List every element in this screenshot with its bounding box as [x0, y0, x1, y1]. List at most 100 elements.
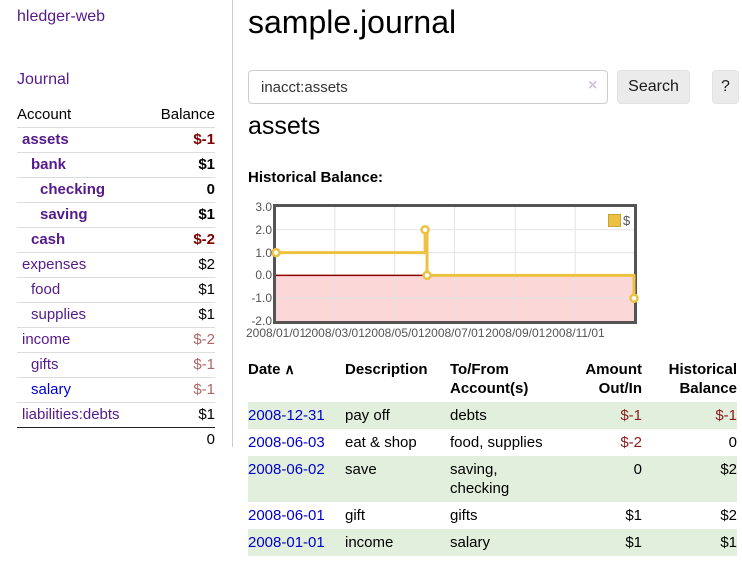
transaction-amount: 0	[633, 461, 642, 478]
transaction-description: income	[345, 534, 394, 551]
register-table: Date ∧ Description To/From Account(s) Amo…	[248, 356, 737, 556]
help-button[interactable]: ?	[712, 70, 739, 104]
accounts-total-value: 0	[206, 431, 215, 448]
data-point-marker	[422, 270, 432, 281]
account-link[interactable]: checking	[40, 181, 106, 198]
sidebar-item-journal[interactable]: Journal	[17, 71, 70, 88]
account-link[interactable]: expenses	[22, 256, 87, 273]
account-link[interactable]: liabilities:debts	[22, 406, 120, 423]
x-tick-label: 2008/01/01	[245, 326, 307, 340]
search-input[interactable]	[248, 70, 608, 104]
register-header-amount: Amount Out/In	[585, 361, 642, 397]
account-balance: $1	[198, 406, 215, 423]
register-header-description: Description	[345, 361, 428, 378]
account-row: bank $1	[17, 152, 215, 178]
transaction-accounts: gifts	[450, 507, 478, 524]
account-row: checking 0	[17, 177, 215, 203]
x-tick-label: 2008/03/01	[304, 326, 365, 340]
accounts-rows: assets $-1 bank $1 checking 0 saving $1 cash $-2 e…	[17, 127, 215, 428]
account-row: assets $-1	[17, 127, 215, 153]
transaction-accounts: salary	[450, 534, 491, 551]
account-row: food $1	[17, 277, 215, 303]
transaction-date-cell: 2008-06-03	[248, 429, 345, 456]
clear-search-icon[interactable]: ×	[588, 77, 598, 94]
account-cell: food	[17, 278, 147, 303]
x-tick-label: 2008/05/01	[364, 326, 425, 340]
transaction-date-link[interactable]: 2008-06-01	[248, 507, 325, 524]
account-cell: gifts	[17, 353, 147, 378]
account-link[interactable]: bank	[31, 156, 67, 173]
transaction-accounts: food, supplies	[450, 434, 543, 451]
account-link[interactable]: cash	[31, 231, 66, 248]
search-button[interactable]: Search	[617, 70, 690, 104]
legend-swatch-icon	[608, 214, 621, 227]
y-tick-label: 1.0	[255, 245, 272, 260]
account-row: supplies $1	[17, 302, 215, 328]
transaction-row[interactable]: 2008-06-03 eat & shop food, supplies $-2 0	[248, 429, 737, 456]
transaction-row[interactable]: 2008-06-01 gift gifts $1 $2	[248, 502, 737, 529]
account-cell: expenses	[17, 253, 147, 278]
accounts-table: Account Balance assets $-1 bank $1 checking 0…	[17, 103, 215, 452]
account-cell: supplies	[17, 303, 147, 328]
account-cell: liabilities:debts	[17, 403, 147, 428]
transaction-date-cell: 2008-06-02	[248, 456, 345, 502]
account-link[interactable]: saving	[40, 206, 88, 223]
accounts-header-account: Account	[17, 106, 72, 123]
account-link[interactable]: assets	[22, 131, 69, 148]
search-form: × Search ?	[248, 70, 742, 104]
transaction-balance: $2	[720, 461, 737, 478]
account-row: income $-2	[17, 327, 215, 353]
account-row: saving $1	[17, 202, 215, 228]
transaction-amount: $1	[625, 507, 642, 524]
register-header-balance: Historical Balance	[668, 361, 737, 397]
transaction-amount: $-2	[620, 434, 642, 451]
account-balance: $1	[198, 206, 215, 223]
account-link[interactable]: income	[22, 331, 71, 348]
x-tick-label: 2008/09/01	[485, 326, 546, 340]
transaction-row[interactable]: 2008-01-01 income salary $1 $1	[248, 529, 737, 556]
register-header-date[interactable]: Date ∧	[248, 361, 295, 378]
legend-label: $	[623, 213, 631, 228]
data-point-marker	[629, 293, 639, 303]
account-cell: cash	[17, 228, 147, 253]
main-content: sample.journal × Search ? assets Histori…	[246, 0, 742, 582]
historical-balance-chart[interactable]: $	[271, 204, 639, 324]
account-cell: assets	[17, 128, 147, 153]
data-point-marker	[271, 247, 281, 258]
transaction-date-link[interactable]: 2008-01-01	[248, 534, 325, 551]
account-balance: $-2	[193, 231, 215, 248]
transaction-row[interactable]: 2008-12-31 pay off debts $-1 $-1	[248, 402, 737, 429]
transaction-date-cell: 2008-12-31	[248, 402, 345, 429]
account-cell: income	[17, 328, 147, 353]
accounts-total-row: 0	[17, 427, 215, 453]
y-tick-label: -1.0	[251, 291, 272, 306]
account-cell: bank	[17, 153, 147, 178]
account-link[interactable]: gifts	[31, 356, 59, 373]
account-link[interactable]: supplies	[31, 306, 87, 323]
transaction-date-link[interactable]: 2008-06-02	[248, 461, 325, 478]
account-link[interactable]: salary	[31, 381, 72, 398]
account-row: gifts $-1	[17, 352, 215, 378]
transaction-row[interactable]: 2008-06-02 save saving, checking 0 $2	[248, 456, 737, 502]
account-balance: $-1	[193, 131, 215, 148]
account-balance: $1	[198, 306, 215, 323]
transaction-balance: 0	[728, 434, 737, 451]
transaction-date-link[interactable]: 2008-12-31	[248, 407, 325, 424]
sidebar: hledger-web Journal Account Balance asse…	[0, 0, 233, 448]
account-link[interactable]: food	[31, 281, 61, 298]
account-balance: $-2	[193, 331, 215, 348]
account-cell: salary	[17, 378, 147, 403]
account-balance: 0	[206, 181, 215, 198]
account-row: liabilities:debts $1	[17, 402, 215, 428]
accounts-header-row: Account Balance	[17, 103, 215, 128]
app-brand-link[interactable]: hledger-web	[17, 8, 106, 25]
transaction-accounts: saving, checking	[450, 461, 510, 497]
account-row: cash $-2	[17, 227, 215, 253]
x-tick-label: 2008/07/01	[424, 326, 485, 340]
transaction-balance: $1	[720, 534, 737, 551]
account-heading: assets	[248, 112, 321, 140]
chart-title: Historical Balance:	[248, 169, 384, 186]
y-tick-label: 0.0	[255, 268, 272, 283]
page-title: sample.journal	[248, 4, 457, 40]
transaction-date-link[interactable]: 2008-06-03	[248, 434, 325, 451]
